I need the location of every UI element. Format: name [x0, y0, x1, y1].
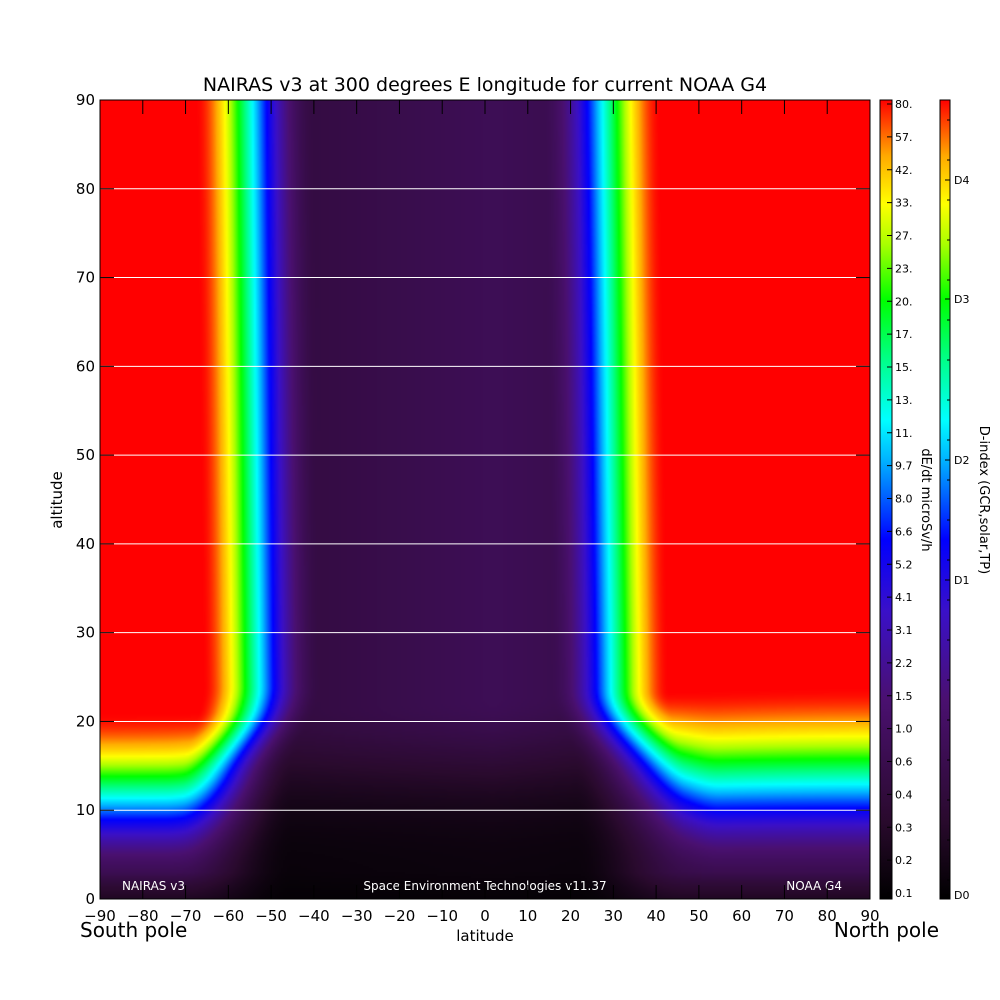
dose-colorbar [879, 99, 893, 900]
y-tick-label: 30 [76, 624, 95, 642]
x-tick-label: −10 [426, 907, 458, 925]
x-tick-label: 20 [561, 907, 580, 925]
dose-tick-label: 20. [895, 295, 913, 308]
x-tick-label: 0 [480, 907, 490, 925]
dindex-tick-label: D2 [954, 454, 969, 467]
dose-tick-label: 6.6 [895, 525, 913, 538]
dose-tick-label: 11. [895, 427, 913, 440]
x-tick-label: 50 [689, 907, 708, 925]
chart-title: NAIRAS v3 at 300 degrees E longitude for… [203, 74, 767, 96]
x-tick-label: 90 [860, 907, 879, 925]
y-tick-label: 80 [76, 180, 95, 198]
y-tick-label: 20 [76, 712, 95, 730]
y-tick-label: 50 [76, 446, 95, 464]
x-tick-label: 10 [518, 907, 537, 925]
x-tick-label: −40 [298, 907, 330, 925]
dose-tick-label: 4.1 [895, 591, 913, 604]
heatmap-image [100, 100, 870, 899]
x-tick-label: −20 [384, 907, 416, 925]
y-tick-label: 10 [76, 801, 95, 819]
y-tick-label: 90 [76, 91, 95, 109]
y-axis: 0 10 20 30 40 50 60 70 80 90 [76, 91, 870, 908]
x-tick-label: −90 [84, 907, 116, 925]
grid-lines [100, 188, 870, 811]
x-tick-label: −30 [341, 907, 373, 925]
dose-tick-label: 0.2 [895, 854, 913, 867]
dose-tick-label: 17. [895, 328, 913, 341]
x-tick-label: −50 [255, 907, 287, 925]
dose-tick-label: 3.1 [895, 624, 913, 637]
dose-tick-label: 5.2 [895, 558, 913, 571]
dose-tick-label: 23. [895, 262, 913, 275]
dose-tick-label: 2.2 [895, 657, 913, 670]
dindex-colorbar-label: D-index (GCR,solar,TP) [976, 426, 991, 574]
dose-tick-label: 0.3 [895, 821, 913, 834]
dose-tick-label: 57. [895, 131, 913, 144]
x-tick-label: 30 [604, 907, 623, 925]
x-tick-label: −60 [213, 907, 245, 925]
dose-tick-label: 80. [895, 98, 913, 111]
dose-tick-label: 8.0 [895, 493, 913, 506]
footer-left-label: NAIRAS v3 [122, 879, 185, 893]
x-axis: −90 −80 −70 −60 −50 −40 −30 −20 −10 0 10 20 30 40 50 60… [84, 100, 880, 925]
dose-colorbar-label: dE/dt microSv/h [918, 448, 933, 551]
dose-tick-label: 13. [895, 394, 913, 407]
y-tick-label: 60 [76, 357, 95, 375]
x-axis-label: latitude [456, 927, 514, 945]
y-tick-label: 0 [85, 890, 95, 908]
dose-tick-label: 1.0 [895, 723, 913, 736]
dose-tick-label: 0.1 [895, 887, 913, 900]
dose-colorbar-ticks: 80. 57. 42. 33. 27. 23. 20. 17. 15. 13. 11. 9.7 8.0 6… [887, 98, 913, 900]
dose-tick-label: 1.5 [895, 690, 913, 703]
dindex-tick-label: D3 [954, 293, 969, 306]
north-pole-caption: North pole [834, 918, 939, 942]
x-tick-label: 40 [647, 907, 666, 925]
x-tick-label: −70 [170, 907, 202, 925]
x-tick-label: 70 [775, 907, 794, 925]
dose-tick-label: 27. [895, 230, 913, 243]
y-axis-label: altitude [48, 471, 66, 529]
dose-tick-label: 9.7 [895, 460, 913, 473]
dose-tick-label: 0.4 [895, 788, 913, 801]
dose-tick-label: 42. [895, 164, 913, 177]
y-tick-label: 70 [76, 269, 95, 287]
dose-tick-label: 15. [895, 361, 913, 374]
dindex-tick-label: D4 [954, 174, 969, 187]
x-tick-label: 80 [818, 907, 837, 925]
x-tick-label: 60 [732, 907, 751, 925]
footer-right-label: NOAA G4 [786, 879, 842, 893]
dindex-colorbar [939, 99, 951, 900]
south-pole-caption: South pole [80, 918, 187, 942]
dindex-colorbar-ticks: D4 D3 D2 D1 D0 [945, 119, 969, 902]
dindex-tick-label: D1 [954, 574, 969, 587]
dose-tick-label: 0.6 [895, 756, 913, 769]
dose-tick-label: 33. [895, 197, 913, 210]
x-tick-label: −80 [127, 907, 159, 925]
dindex-tick-label: D0 [954, 889, 969, 902]
y-tick-label: 40 [76, 535, 95, 553]
